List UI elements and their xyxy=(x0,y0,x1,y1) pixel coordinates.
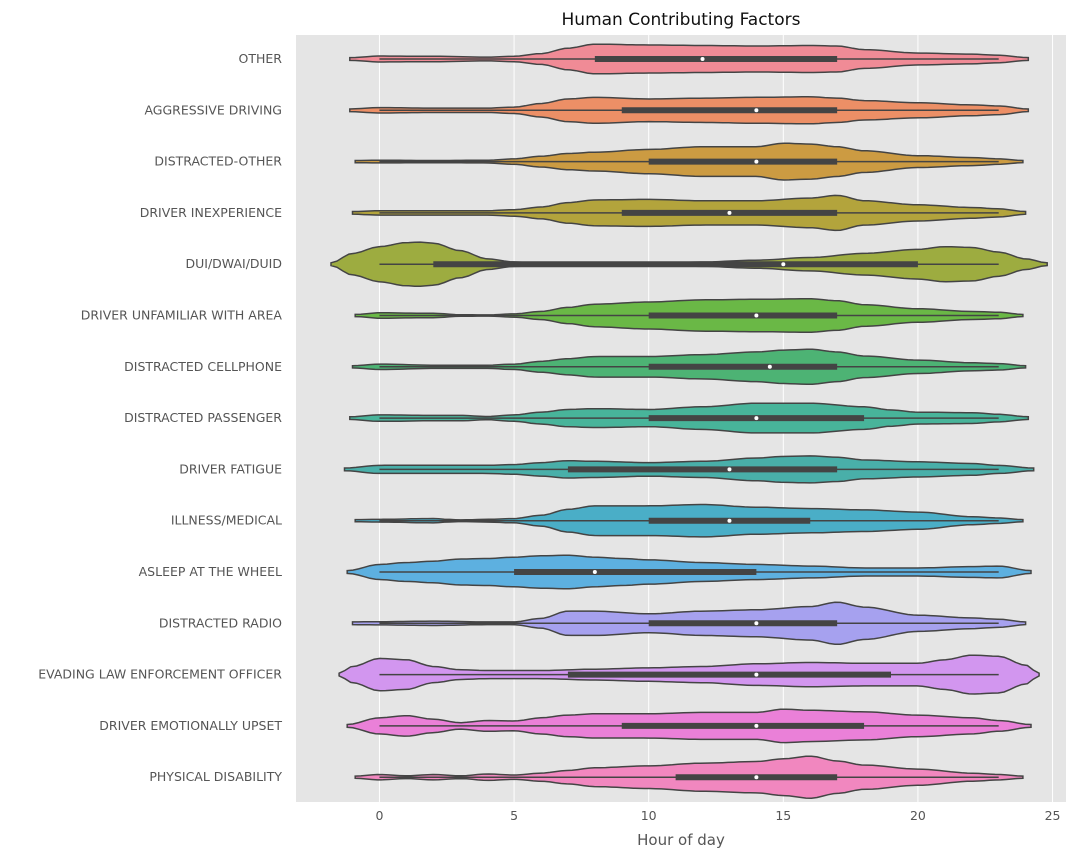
y-tick-label: DRIVER EMOTIONALLY UPSET xyxy=(99,718,282,733)
violin-median-point xyxy=(754,313,759,318)
violins xyxy=(330,43,1048,799)
y-tick-label: OTHER xyxy=(239,51,283,66)
y-tick-label: ILLNESS/MEDICAL xyxy=(171,513,282,528)
violin-median-point xyxy=(754,416,759,421)
violin-group xyxy=(354,503,1024,538)
x-tick-label: 20 xyxy=(910,808,926,823)
y-tick-label: DRIVER INEXPERIENCE xyxy=(140,205,282,220)
x-tick-labels: 0 5 10 15 20 25 xyxy=(375,808,1060,823)
violin-group xyxy=(349,96,1030,125)
y-tick-label: DRIVER UNFAMILIAR WITH AREA xyxy=(81,308,283,323)
violin-median-point xyxy=(754,723,759,728)
y-tick-label: DISTRACTED-OTHER xyxy=(154,154,282,169)
y-tick-label: DISTRACTED CELLPHONE xyxy=(124,359,282,374)
violin-group xyxy=(351,194,1027,232)
violin-group xyxy=(343,455,1035,484)
y-tick-label: ASLEEP AT THE WHEEL xyxy=(139,564,282,579)
x-tick-label: 5 xyxy=(510,808,518,823)
violin-median-point xyxy=(754,159,759,164)
y-tick-label: EVADING LAW ENFORCEMENT OFFICER xyxy=(38,667,282,682)
chart-title: Human Contributing Factors xyxy=(562,10,801,30)
violin-median-point xyxy=(781,262,786,267)
violin-group xyxy=(354,298,1024,333)
violin-median-point xyxy=(592,570,597,574)
y-tick-label: DISTRACTED RADIO xyxy=(159,615,282,630)
y-tick-label: DUI/DWAI/DUID xyxy=(185,256,282,271)
x-tick-label: 25 xyxy=(1045,808,1061,823)
violin-median-point xyxy=(700,57,705,61)
x-axis-label: Hour of day xyxy=(637,831,725,849)
violin-group xyxy=(351,601,1027,646)
y-tick-label: DISTRACTED PASSENGER xyxy=(124,410,282,425)
violin-group xyxy=(330,241,1048,288)
violin-median-point xyxy=(767,364,772,369)
violin-group xyxy=(338,654,1040,695)
violin-group xyxy=(349,402,1030,434)
y-tick-label: PHYSICAL DISABILITY xyxy=(149,769,282,784)
violin-median-point xyxy=(727,210,732,215)
violin-median-point xyxy=(754,108,759,113)
violin-group xyxy=(346,708,1032,744)
x-tick-label: 10 xyxy=(641,808,657,823)
violin-median-point xyxy=(754,621,759,626)
violin-group xyxy=(354,755,1024,799)
violin-group xyxy=(351,348,1027,386)
violin-median-point xyxy=(727,518,732,523)
violin-group xyxy=(354,142,1024,181)
y-tick-label: DRIVER FATIGUE xyxy=(179,461,282,476)
violin-group xyxy=(346,554,1032,590)
x-tick-label: 15 xyxy=(775,808,791,823)
violin-median-point xyxy=(727,467,732,472)
y-tick-labels: OTHER AGGRESSIVE DRIVING DISTRACTED-OTHER D… xyxy=(38,51,282,784)
violin-median-point xyxy=(754,672,759,677)
y-tick-label: AGGRESSIVE DRIVING xyxy=(144,102,282,117)
violin-group xyxy=(349,43,1030,75)
violin-median-point xyxy=(754,775,759,780)
x-tick-label: 0 xyxy=(375,808,383,823)
